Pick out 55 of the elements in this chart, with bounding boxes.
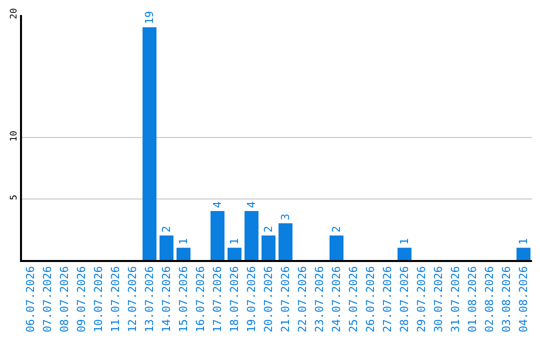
x-tick-label: 13.07.2026 [143,266,156,332]
bar [142,27,156,260]
x-tick-label: 12.07.2026 [126,266,140,332]
bar [262,236,276,260]
x-tick-label: 08.07.2026 [58,266,72,332]
x-tick-label: 19.07.2026 [245,266,258,332]
x-tick-label: 03.08.2026 [500,266,514,332]
bar [210,211,224,260]
data-label: 1 [228,238,241,245]
data-label: 1 [517,238,530,245]
data-label: 2 [262,226,275,232]
data-label: 1 [398,238,411,245]
data-label: 3 [279,214,292,220]
x-tick-label: 16.07.2026 [194,266,208,332]
x-tick-label: 28.07.2026 [398,266,412,332]
bar [244,211,258,260]
data-label: 1 [177,238,190,245]
x-tick-label: 09.07.2026 [75,266,88,332]
x-tick-label: 24.07.2026 [330,266,344,332]
x-tick-label: 26.07.2026 [364,266,378,332]
y-tick-label: 10 [10,130,20,142]
data-label: 4 [211,201,224,208]
x-tick-label: 04.08.2026 [517,266,530,332]
bar [160,236,174,260]
data-label: 2 [160,226,173,232]
x-tick-label: 07.07.2026 [41,266,54,332]
x-tick-label: 15.07.2026 [177,266,190,332]
bar [176,248,190,260]
x-tick-label: 30.07.2026 [432,266,446,332]
data-label: 19 [143,11,156,24]
x-tick-label: 22.07.2026 [296,266,310,332]
x-tick-label: 02.08.2026 [483,266,496,332]
x-tick-label: 11.07.2026 [109,266,122,332]
data-label: 4 [245,201,258,208]
x-tick-label: 10.07.2026 [92,266,106,332]
y-tick-label: 20 [10,8,20,20]
x-tick-label: 17.07.2026 [211,266,224,332]
x-tick-label: 27.07.2026 [381,266,394,332]
bar [516,248,530,260]
x-tick-label: 06.07.2026 [24,266,38,332]
x-tick-label: 31.07.2026 [449,266,462,332]
x-tick-label: 29.07.2026 [415,266,428,332]
x-tick-label: 18.07.2026 [228,266,242,332]
x-tick-label: 21.07.2026 [279,266,292,332]
bar [228,248,242,260]
data-label: 2 [330,226,343,232]
x-tick-label: 01.08.2026 [466,266,480,332]
y-tick-label: 5 [10,194,20,200]
bar [398,248,412,260]
x-tick-label: 20.07.2026 [262,266,276,332]
x-tick-label: 14.07.2026 [160,266,174,332]
x-tick-label: 25.07.2026 [347,266,360,332]
bar [278,223,292,260]
bar [330,236,344,260]
x-tick-label: 23.07.2026 [313,266,326,332]
